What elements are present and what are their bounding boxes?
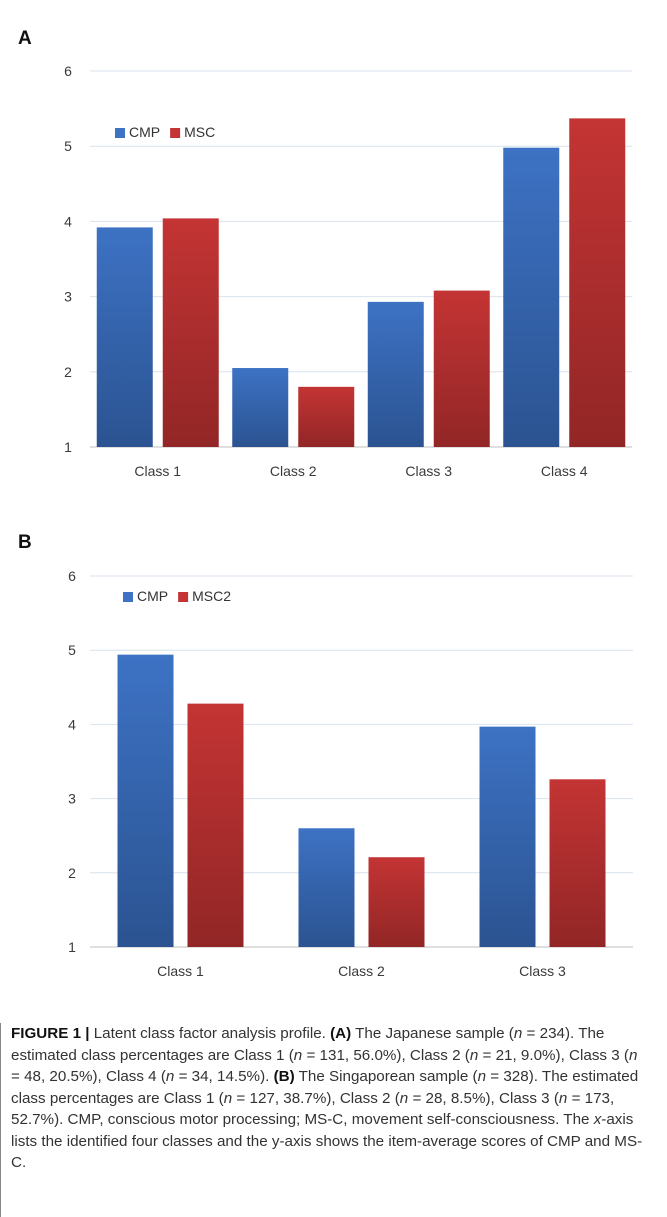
legend-label: MSC bbox=[184, 124, 215, 140]
y-tick-label: 6 bbox=[64, 63, 72, 79]
caption-text: = 28, 8.5%), Class 3 ( bbox=[408, 1089, 559, 1107]
caption-n: n bbox=[399, 1089, 409, 1107]
panel-b: B 1 2 3 4 5 6 Class 1 Class 2 Class 3 CMP MSC2 bbox=[0, 522, 667, 1012]
caption-label-a: (A) bbox=[330, 1025, 352, 1042]
caption-text: = 127, 38.7%), Class 2 ( bbox=[232, 1089, 400, 1107]
bar-cmp bbox=[117, 654, 174, 947]
y-tick-label: 1 bbox=[68, 939, 76, 955]
caption-title: Latent class factor analysis profile. bbox=[89, 1025, 331, 1042]
y-tick-label: 1 bbox=[64, 439, 72, 455]
y-tick-label: 3 bbox=[64, 289, 72, 305]
caption-text: -axis lists the identified four classes … bbox=[11, 1111, 643, 1171]
bar-cmp bbox=[503, 147, 560, 448]
caption-n: n bbox=[558, 1089, 568, 1107]
caption-text: = 34, 14.5%). bbox=[174, 1068, 274, 1085]
caption-n: n bbox=[223, 1089, 233, 1107]
x-tick-label: Class 1 bbox=[157, 963, 204, 979]
caption-n: n bbox=[469, 1046, 479, 1064]
bar-msc2 bbox=[187, 703, 244, 947]
caption-text: = 21, 9.0%), Class 3 ( bbox=[478, 1046, 629, 1064]
caption-text: = 328). The estimated class percentages … bbox=[11, 1068, 639, 1107]
figure-caption: FIGURE 1 | Latent class factor analysis … bbox=[0, 1023, 643, 1217]
bar-msc bbox=[433, 290, 490, 447]
x-tick-label: Class 3 bbox=[405, 463, 452, 479]
panel-a: A 1 2 3 4 5 6 Class 1 Class 2 Class 3 Class 4 CMP M… bbox=[0, 0, 667, 510]
bar-cmp bbox=[367, 301, 424, 447]
bar-msc2 bbox=[368, 857, 425, 947]
y-tick-label: 3 bbox=[68, 791, 76, 807]
caption-figure-label: FIGURE 1 | bbox=[11, 1025, 90, 1042]
legend-swatch bbox=[115, 128, 125, 138]
y-tick-label: 2 bbox=[64, 364, 72, 380]
bar-msc2 bbox=[549, 779, 606, 947]
chart-a: 1 2 3 4 5 6 Class 1 Class 2 Class 3 Class 4 CMP MSC bbox=[64, 63, 632, 479]
x-tick-label: Class 2 bbox=[338, 963, 385, 979]
caption-text: = 234). The estimated class percentages … bbox=[11, 1025, 605, 1064]
legend-swatch bbox=[123, 592, 133, 602]
caption-text: The Japanese sample ( bbox=[351, 1025, 514, 1042]
caption-n: n bbox=[477, 1068, 487, 1085]
x-tick-label: Class 2 bbox=[270, 463, 317, 479]
caption-text: = 131, 56.0%), Class 2 ( bbox=[302, 1046, 470, 1064]
bar-cmp bbox=[298, 828, 355, 947]
caption-n: n bbox=[165, 1068, 175, 1085]
legend-swatch bbox=[170, 128, 181, 138]
legend-label: CMP bbox=[129, 124, 160, 140]
bar-msc bbox=[162, 218, 219, 447]
caption-text: = 48, 20.5%), Class 4 ( bbox=[11, 1068, 166, 1085]
x-tick-label: Class 3 bbox=[519, 963, 566, 979]
chart-b: 1 2 3 4 5 6 Class 1 Class 2 Class 3 CMP MSC2 bbox=[68, 568, 633, 979]
caption-text: = 173, 52.7%). CMP, conscious motor proc… bbox=[11, 1089, 615, 1129]
caption-n: n bbox=[513, 1025, 523, 1042]
legend-swatch bbox=[178, 592, 189, 602]
y-tick-label: 2 bbox=[68, 865, 76, 881]
caption-n: n bbox=[293, 1046, 303, 1064]
panel-a-label: A bbox=[18, 28, 32, 49]
y-tick-label: 4 bbox=[64, 213, 72, 229]
caption-label-b: (B) bbox=[273, 1068, 295, 1085]
bar-msc bbox=[569, 118, 626, 447]
caption-text: The Singaporean sample ( bbox=[294, 1068, 478, 1085]
x-tick-label: Class 4 bbox=[541, 463, 588, 479]
bar-msc bbox=[298, 386, 355, 447]
legend-label: CMP bbox=[137, 588, 168, 604]
bar-cmp bbox=[479, 726, 536, 947]
caption-x: x bbox=[593, 1111, 602, 1128]
y-tick-label: 5 bbox=[68, 642, 76, 658]
y-tick-label: 6 bbox=[68, 568, 76, 584]
y-tick-label: 5 bbox=[64, 138, 72, 154]
bar-cmp bbox=[96, 227, 153, 447]
caption-n: n bbox=[628, 1046, 638, 1064]
panel-b-label: B bbox=[18, 532, 32, 553]
legend-label: MSC2 bbox=[192, 588, 231, 604]
bar-cmp bbox=[232, 368, 289, 447]
x-tick-label: Class 1 bbox=[134, 463, 181, 479]
y-tick-label: 4 bbox=[68, 716, 76, 732]
